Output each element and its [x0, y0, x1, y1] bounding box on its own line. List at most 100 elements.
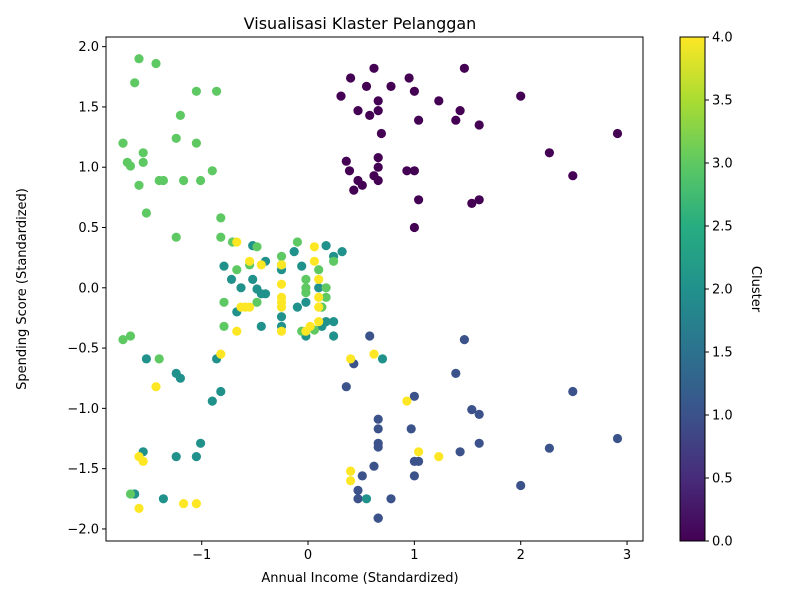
data-point-cluster-2 [196, 438, 206, 448]
y-tick-label: −0.5 [67, 342, 99, 357]
data-point-cluster-4 [309, 256, 319, 266]
x-tick-label: 1 [410, 548, 418, 563]
data-point-cluster-2 [314, 283, 324, 293]
data-point-cluster-0 [344, 166, 355, 176]
data-point-cluster-0 [409, 166, 419, 176]
data-point-cluster-1 [386, 494, 396, 504]
data-point-cluster-0 [361, 81, 372, 91]
data-point-cluster-0 [373, 153, 383, 163]
data-point-cluster-1 [353, 485, 363, 495]
data-point-cluster-3 [158, 175, 168, 186]
data-point-cluster-0 [414, 115, 424, 125]
data-point-cluster-3 [138, 148, 148, 158]
data-point-cluster-3 [207, 166, 217, 176]
data-point-cluster-0 [373, 162, 383, 172]
data-point-cluster-4 [232, 237, 242, 247]
data-point-cluster-2 [191, 452, 201, 462]
data-point-cluster-4 [314, 317, 324, 327]
data-point-cluster-2 [321, 317, 331, 327]
data-point-cluster-4 [309, 242, 319, 252]
data-point-cluster-2 [301, 297, 311, 307]
data-point-cluster-4 [369, 349, 379, 359]
y-tick-label: −1.0 [67, 402, 99, 417]
data-point-cluster-3 [321, 283, 331, 293]
data-point-cluster-0 [544, 148, 555, 158]
data-point-cluster-2 [337, 247, 347, 257]
data-point-cluster-0 [369, 63, 379, 73]
data-point-cluster-3 [191, 138, 201, 148]
x-axis-label: Annual Income (Standardized) [261, 571, 458, 586]
data-point-cluster-3 [141, 208, 151, 218]
data-point-cluster-2 [256, 321, 266, 331]
colorbar-ticks: 0.0 0.5 1.0 1.5 2.0 2.5 3.0 3.5 4.0 [705, 31, 733, 550]
data-point-cluster-3 [125, 161, 136, 171]
data-point-cluster-3 [154, 354, 164, 364]
colorbar-tick-label: 1.0 [712, 409, 733, 424]
data-point-cluster-0 [404, 73, 414, 83]
data-point-cluster-2 [321, 241, 331, 251]
data-point-cluster-4 [314, 274, 324, 284]
data-point-cluster-0 [451, 115, 461, 125]
data-point-cluster-4 [414, 447, 424, 457]
data-point-cluster-1 [409, 471, 419, 481]
data-point-cluster-0 [455, 106, 465, 116]
data-point-cluster-1 [455, 447, 465, 457]
data-point-cluster-0 [474, 195, 484, 205]
data-point-cluster-3 [134, 180, 144, 190]
data-point-cluster-4 [232, 326, 242, 336]
data-point-cluster-0 [612, 128, 623, 139]
data-point-cluster-0 [373, 96, 383, 106]
data-point-cluster-3 [321, 292, 331, 302]
y-tick-label: 0.5 [78, 221, 99, 236]
colorbar-tick-label: 1.5 [712, 346, 733, 361]
data-point-cluster-4 [138, 456, 148, 466]
data-point-cluster-1 [467, 405, 477, 415]
data-point-cluster-3 [118, 335, 128, 345]
data-point-cluster-3 [212, 86, 222, 96]
data-point-cluster-4 [216, 349, 226, 359]
data-point-cluster-2 [141, 354, 151, 364]
data-point-cluster-0 [386, 81, 396, 91]
data-point-cluster-0 [568, 171, 578, 181]
data-point-cluster-1 [357, 471, 367, 481]
data-point-cluster-4 [276, 302, 287, 312]
data-point-cluster-2 [329, 331, 339, 341]
data-point-cluster-1 [474, 409, 484, 419]
data-point-cluster-4 [346, 466, 356, 476]
data-point-cluster-3 [171, 133, 181, 143]
x-tick-label: 3 [623, 548, 631, 563]
data-point-cluster-3 [301, 274, 311, 284]
data-point-cluster-0 [402, 166, 412, 176]
y-tick-label: 2.0 [78, 40, 99, 55]
colorbar-tick-label: 0.0 [712, 535, 733, 550]
data-point-cluster-3 [138, 157, 148, 167]
data-point-cluster-3 [252, 242, 262, 252]
data-point-cluster-2 [248, 274, 258, 284]
data-point-cluster-2 [289, 247, 299, 257]
data-point-cluster-3 [216, 213, 226, 223]
data-point-cluster-2 [260, 289, 271, 299]
colorbar-tick-label: 3.5 [712, 94, 733, 109]
data-point-cluster-4 [346, 354, 356, 364]
colorbar [679, 36, 706, 542]
data-point-cluster-2 [297, 261, 307, 271]
data-point-cluster-3 [276, 251, 287, 261]
data-point-cluster-4 [191, 499, 201, 509]
data-point-cluster-3 [130, 78, 140, 88]
data-point-cluster-1 [353, 494, 363, 504]
data-point-cluster-4 [134, 503, 144, 513]
data-point-cluster-4 [314, 302, 324, 312]
y-tick-label: −1.5 [67, 462, 99, 477]
data-point-cluster-1 [414, 456, 424, 466]
data-point-cluster-0 [373, 106, 383, 116]
data-point-cluster-4 [276, 260, 287, 270]
data-point-cluster-4 [434, 452, 444, 462]
data-point-cluster-3 [191, 86, 201, 96]
data-point-cluster-0 [353, 106, 363, 116]
data-point-cluster-0 [434, 96, 444, 106]
data-point-cluster-2 [207, 396, 217, 406]
data-point-cluster-3 [171, 232, 181, 242]
data-point-cluster-3 [175, 110, 185, 120]
data-point-cluster-0 [357, 180, 367, 190]
data-point-cluster-1 [373, 513, 383, 523]
